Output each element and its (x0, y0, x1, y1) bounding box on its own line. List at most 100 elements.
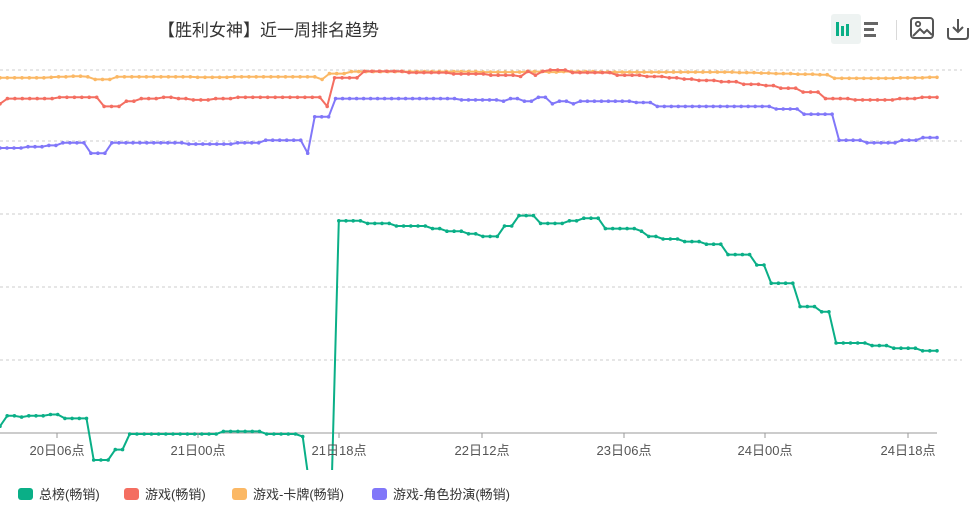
series-point[interactable] (87, 95, 91, 100)
series-point[interactable] (327, 71, 332, 76)
series-point[interactable] (642, 70, 646, 74)
series-point[interactable] (793, 86, 798, 90)
series-point[interactable] (502, 224, 507, 228)
series-point[interactable] (103, 151, 107, 155)
series-point[interactable] (459, 72, 463, 76)
series-point[interactable] (291, 75, 295, 79)
series-point[interactable] (27, 76, 32, 80)
series-point[interactable] (862, 76, 866, 81)
series-point[interactable] (704, 104, 708, 109)
series-point[interactable] (762, 263, 766, 267)
series-point[interactable] (481, 72, 486, 76)
series-point[interactable] (495, 234, 500, 239)
series-point[interactable] (727, 79, 731, 84)
series-point[interactable] (42, 76, 46, 80)
series-point[interactable] (802, 112, 806, 116)
legend-item[interactable]: 游戏(畅销) (124, 484, 206, 503)
series-point[interactable] (12, 146, 16, 150)
series-point[interactable] (286, 432, 291, 436)
series-point[interactable] (409, 224, 413, 228)
series-point[interactable] (56, 75, 61, 79)
series-point[interactable] (840, 76, 844, 81)
series-point[interactable] (171, 432, 175, 436)
series-point[interactable] (622, 73, 627, 77)
series-point[interactable] (358, 219, 363, 223)
series-point[interactable] (884, 76, 888, 81)
series-point[interactable] (161, 95, 166, 100)
series-point[interactable] (283, 75, 288, 79)
series-point[interactable] (280, 95, 285, 100)
series-point[interactable] (596, 216, 600, 220)
series-point[interactable] (618, 226, 622, 231)
series-point[interactable] (704, 78, 709, 83)
series-point[interactable] (503, 70, 507, 74)
series-point[interactable] (355, 76, 359, 80)
series-point[interactable] (756, 82, 761, 87)
series-point[interactable] (239, 75, 244, 79)
series-point[interactable] (564, 99, 569, 103)
series-point[interactable] (423, 224, 428, 228)
series-point[interactable] (776, 281, 781, 286)
series-point[interactable] (437, 70, 441, 75)
series-point[interactable] (272, 432, 276, 436)
series-point[interactable] (159, 141, 163, 145)
series-point[interactable] (173, 75, 178, 79)
download-button[interactable] (944, 14, 974, 44)
series-point[interactable] (127, 432, 132, 436)
series-point[interactable] (100, 77, 105, 82)
series-point[interactable] (719, 79, 724, 84)
series-point[interactable] (764, 83, 768, 88)
series-point[interactable] (203, 75, 207, 80)
series-point[interactable] (5, 414, 9, 418)
series-point[interactable] (675, 237, 680, 241)
series-point[interactable] (276, 75, 281, 79)
series-point[interactable] (201, 142, 205, 146)
series-point[interactable] (543, 95, 548, 100)
series-point[interactable] (712, 78, 716, 83)
series-point[interactable] (325, 104, 330, 109)
series-point[interactable] (690, 239, 694, 244)
series-point[interactable] (749, 82, 753, 87)
series-point[interactable] (84, 416, 89, 421)
series-point[interactable] (928, 349, 932, 353)
series-point[interactable] (809, 112, 813, 116)
series-point[interactable] (823, 96, 828, 101)
series-point[interactable] (905, 96, 910, 101)
series-point[interactable] (269, 75, 273, 79)
series-point[interactable] (47, 143, 51, 148)
series-point[interactable] (541, 69, 545, 74)
series-point[interactable] (166, 141, 170, 145)
series-point[interactable] (279, 432, 283, 436)
series-point[interactable] (550, 102, 555, 106)
series-point[interactable] (178, 432, 182, 436)
series-point[interactable] (496, 73, 501, 77)
series-point[interactable] (305, 151, 310, 155)
series-point[interactable] (54, 143, 58, 148)
series-point[interactable] (708, 70, 712, 74)
series-point[interactable] (489, 73, 493, 77)
series-point[interactable] (892, 346, 896, 351)
series-point[interactable] (452, 229, 456, 233)
legend-item[interactable]: 游戏-卡牌(畅销) (232, 484, 344, 503)
series-point[interactable] (853, 98, 857, 102)
series-point[interactable] (431, 96, 436, 101)
series-point[interactable] (515, 96, 520, 101)
series-point[interactable] (80, 95, 84, 100)
series-point[interactable] (844, 138, 848, 142)
series-point[interactable] (752, 70, 756, 75)
series-point[interactable] (320, 77, 324, 82)
series-point[interactable] (711, 242, 716, 246)
series-point[interactable] (649, 70, 654, 74)
series-point[interactable] (41, 414, 45, 418)
series-point[interactable] (362, 69, 367, 74)
series-point[interactable] (310, 95, 315, 100)
series-point[interactable] (199, 98, 203, 102)
series-point[interactable] (879, 141, 883, 145)
series-point[interactable] (437, 226, 442, 231)
series-point[interactable] (19, 146, 23, 150)
series-point[interactable] (496, 70, 500, 74)
series-point[interactable] (63, 416, 67, 421)
series-point[interactable] (184, 96, 188, 101)
series-point[interactable] (142, 432, 146, 436)
series-point[interactable] (380, 221, 384, 226)
